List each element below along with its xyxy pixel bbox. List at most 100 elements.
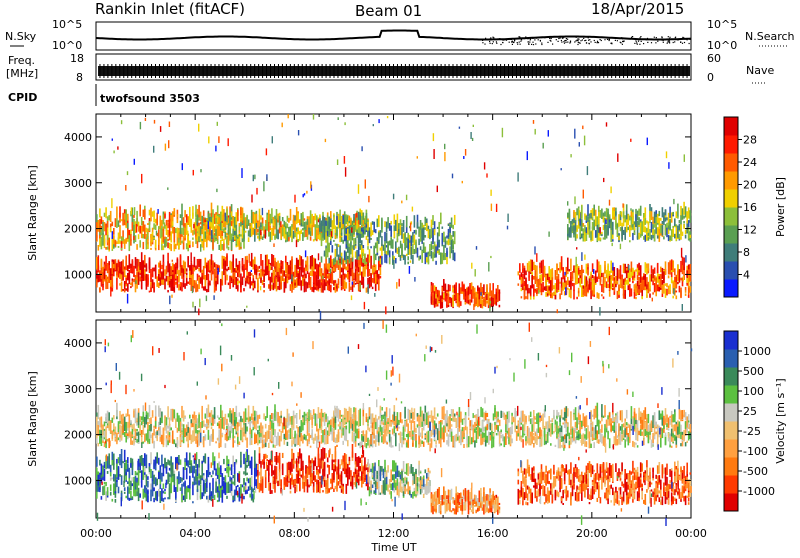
nsearch-dot — [532, 42, 533, 43]
nsearch-dot — [590, 41, 591, 42]
heatmap-cell — [392, 239, 394, 249]
heatmap-cell — [251, 281, 253, 285]
heatmap-cell — [369, 231, 371, 243]
nsearch-dot — [663, 42, 664, 43]
heatmap-cell — [134, 159, 135, 165]
heatmap-cell — [618, 214, 620, 227]
heatmap-cell — [313, 415, 315, 419]
heatmap-cell — [203, 210, 205, 216]
heatmap-cell — [125, 278, 127, 284]
heatmap-cell — [132, 259, 134, 271]
heatmap-cell — [460, 301, 462, 306]
heatmap-cell — [146, 238, 148, 250]
heatmap-cell — [274, 269, 275, 277]
heatmap-cell — [291, 227, 293, 239]
heatmap-cell — [583, 285, 585, 288]
heatmap-cell — [397, 248, 399, 254]
heatmap-cell — [242, 266, 244, 270]
heatmap-cell — [232, 418, 234, 425]
heatmap-cell — [175, 419, 177, 421]
heatmap-cell — [136, 429, 138, 431]
heatmap-cell — [418, 435, 420, 444]
heatmap-cell — [214, 262, 216, 267]
heatmap-cell — [206, 423, 208, 427]
nsearch-dot — [643, 43, 644, 44]
heatmap-cell — [197, 215, 199, 223]
heatmap-cell — [327, 435, 329, 444]
heatmap-cell — [420, 255, 421, 259]
heatmap-cell — [191, 227, 193, 232]
heatmap-cell — [364, 438, 366, 447]
nsearch-dot — [588, 37, 589, 38]
heatmap-cell — [683, 216, 685, 219]
nsearch-dot — [549, 38, 550, 39]
heatmap-cell — [592, 231, 594, 241]
heatmap-cell — [646, 268, 648, 275]
nsearch-dot — [669, 40, 670, 41]
heatmap-cell — [406, 195, 407, 201]
heatmap-cell — [262, 280, 264, 285]
heatmap-cell — [192, 430, 194, 442]
heatmap-cell — [149, 258, 151, 268]
heatmap-cell — [367, 423, 369, 425]
heatmap-cell — [612, 288, 614, 290]
heatmap-cell — [548, 232, 549, 237]
heatmap-cell — [121, 429, 123, 441]
heatmap-cell — [472, 286, 474, 295]
heatmap-cell — [586, 264, 588, 274]
heatmap-cell — [480, 292, 481, 296]
heatmap-cell — [158, 238, 160, 245]
heatmap-cell — [177, 276, 179, 288]
heatmap-cell — [332, 245, 334, 253]
heatmap-cell — [139, 262, 141, 270]
heatmap-cell — [470, 132, 471, 139]
nsearch-dot — [490, 37, 491, 38]
heatmap-cell — [271, 267, 273, 270]
heatmap-cell — [373, 440, 375, 443]
heatmap-cell — [358, 431, 360, 439]
heatmap-cell — [445, 294, 447, 301]
heatmap-cell — [110, 224, 112, 228]
heatmap-cell — [232, 254, 234, 266]
heatmap-cell — [158, 269, 160, 274]
heatmap-cell — [132, 222, 134, 231]
heatmap-cell — [414, 277, 415, 282]
heatmap-cell — [336, 434, 338, 443]
heatmap-cell — [104, 270, 106, 280]
heatmap-cell — [98, 443, 100, 447]
heatmap-cell — [635, 269, 637, 271]
heatmap-cell — [587, 222, 589, 235]
heatmap-cell — [352, 270, 354, 282]
heatmap-cell — [399, 279, 400, 287]
heatmap-cell — [136, 419, 138, 422]
heatmap-cell — [454, 296, 456, 301]
nsearch-dot — [529, 42, 530, 43]
heatmap-cell — [491, 204, 492, 211]
nsearch-dot — [517, 42, 518, 43]
heatmap-cell — [683, 276, 684, 281]
heatmap-cell — [680, 261, 682, 272]
heatmap-cell — [359, 409, 361, 421]
heatmap-cell — [462, 181, 463, 183]
heatmap-cell — [107, 277, 109, 289]
heatmap-cell — [356, 213, 357, 218]
heatmap-cell — [166, 228, 168, 235]
heatmap-cell — [372, 428, 374, 432]
heatmap-cell — [480, 283, 482, 293]
heatmap-cell — [395, 241, 397, 249]
heatmap-cell — [397, 412, 399, 425]
heatmap-cell — [266, 174, 267, 181]
heatmap-cell — [302, 232, 304, 236]
heatmap-cell — [623, 285, 625, 298]
nsearch-dot — [682, 43, 683, 44]
heatmap-cell — [657, 214, 659, 223]
heatmap-cell — [690, 210, 692, 223]
nsearch-dot — [566, 38, 567, 39]
heatmap-cell — [194, 267, 196, 271]
heatmap-cell — [380, 230, 382, 237]
heatmap-cell — [287, 430, 289, 440]
heatmap-cell — [217, 122, 218, 126]
heatmap-cell — [444, 152, 445, 161]
heatmap-cell — [251, 440, 253, 445]
heatmap-cell — [124, 220, 126, 226]
